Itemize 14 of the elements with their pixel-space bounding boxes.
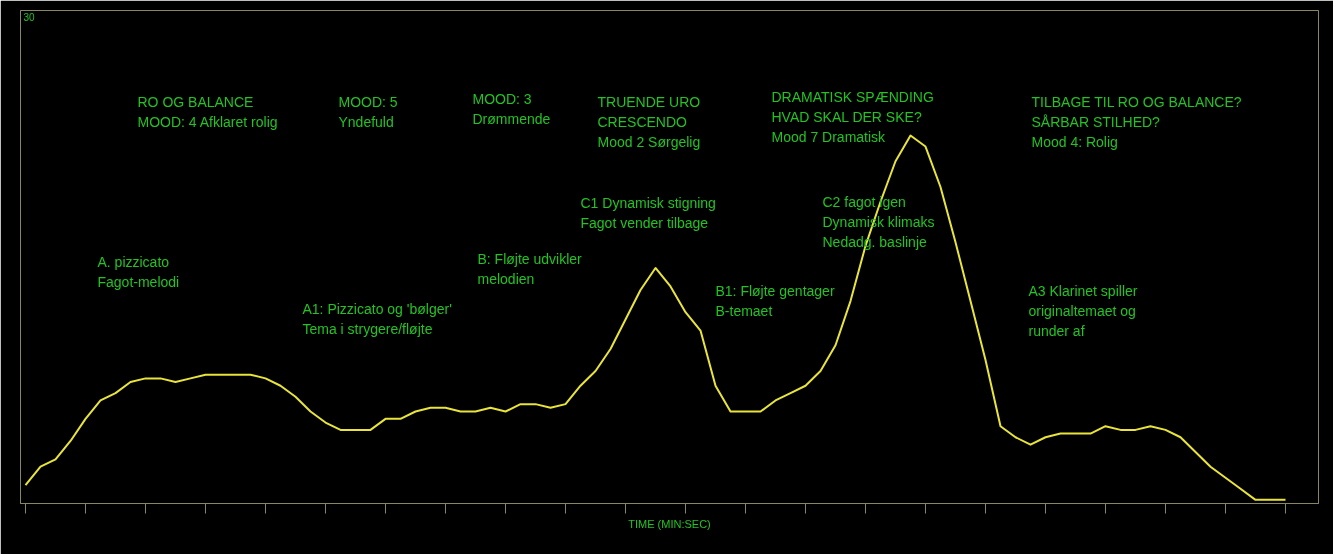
text: MOOD: 5 Yndefuld xyxy=(338,93,398,130)
annotation: TRUENDE URO CRESCENDO Mood 2 Sørgelig xyxy=(597,93,701,150)
annotation: DRAMATISK SPÆNDING HVAD SKAL DER SKE? Mood 7 Dramatisk xyxy=(771,88,934,145)
text: 30 xyxy=(23,11,36,23)
x-axis-title: TIME (MIN:SEC) xyxy=(628,517,711,530)
annotation: C1 Dynamisk stigning Fagot vender tilbage xyxy=(580,194,716,231)
annotation: B1: Fløjte gentager B-temaet xyxy=(715,282,835,319)
text: RO OG BALANCE MOOD: 4 Afklaret rolig xyxy=(137,93,278,130)
annotation: A1: Pizzicato og 'bølger' Tema i strygere/fløjte xyxy=(302,300,452,337)
annotation: A3 Klarinet spiller originaltemaet og runder af xyxy=(1028,282,1138,339)
annotation: A. pizzicato Fagot-melodi xyxy=(97,253,180,290)
text: MOOD: 3 Drømmende xyxy=(472,90,551,127)
annotation: TILBAGE TIL RO OG BALANCE? SÅRBAR STILHED? Mood 4: Rolig xyxy=(1031,93,1242,150)
annotation: B: Fløjte udvikler melodien xyxy=(477,250,583,287)
